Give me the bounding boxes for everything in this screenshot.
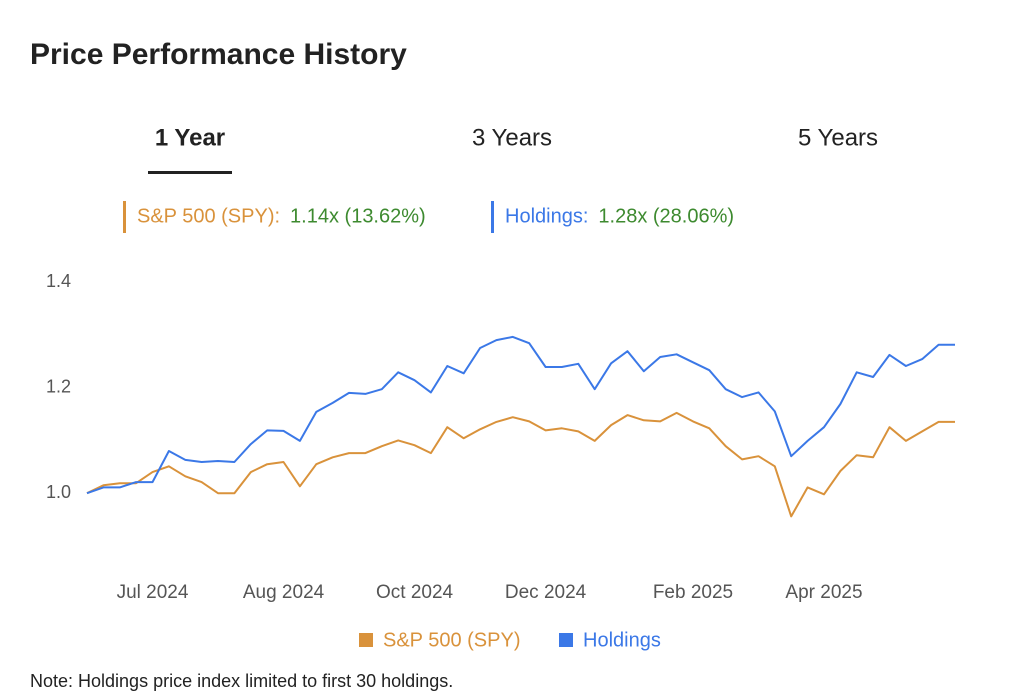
page-title: Price Performance History — [30, 38, 407, 71]
summary-label: Holdings: — [505, 205, 588, 227]
tab[interactable]: 3 Years — [472, 124, 552, 151]
summary-value: 1.14x (13.62%) — [290, 205, 426, 227]
y-tick-label: 1.2 — [46, 376, 71, 396]
summary-label: S&P 500 (SPY): — [137, 205, 280, 227]
summary-bar — [123, 201, 126, 233]
x-tick-label: Aug 2024 — [243, 582, 325, 603]
series-line — [86, 335, 955, 495]
tab-underline — [148, 171, 232, 174]
x-tick-label: Feb 2025 — [653, 582, 733, 603]
tab[interactable]: 5 Years — [798, 124, 878, 151]
summary-bar — [491, 201, 494, 233]
note: Note: Holdings price index limited to fi… — [30, 671, 453, 691]
legend-label: Holdings — [583, 629, 661, 651]
x-tick-label: Jul 2024 — [117, 582, 189, 603]
x-tick-label: Oct 2024 — [376, 582, 454, 603]
legend-label: S&P 500 (SPY) — [383, 629, 520, 651]
legend-swatch — [359, 633, 373, 647]
summary-value: 1.28x (28.06%) — [598, 205, 734, 227]
tab[interactable]: 1 Year — [155, 124, 225, 151]
x-tick-label: Apr 2025 — [785, 582, 862, 603]
y-tick-label: 1.0 — [46, 482, 71, 502]
series-line — [86, 411, 955, 518]
x-tick-label: Dec 2024 — [505, 582, 587, 603]
legend-swatch — [559, 633, 573, 647]
y-tick-label: 1.4 — [46, 271, 71, 291]
